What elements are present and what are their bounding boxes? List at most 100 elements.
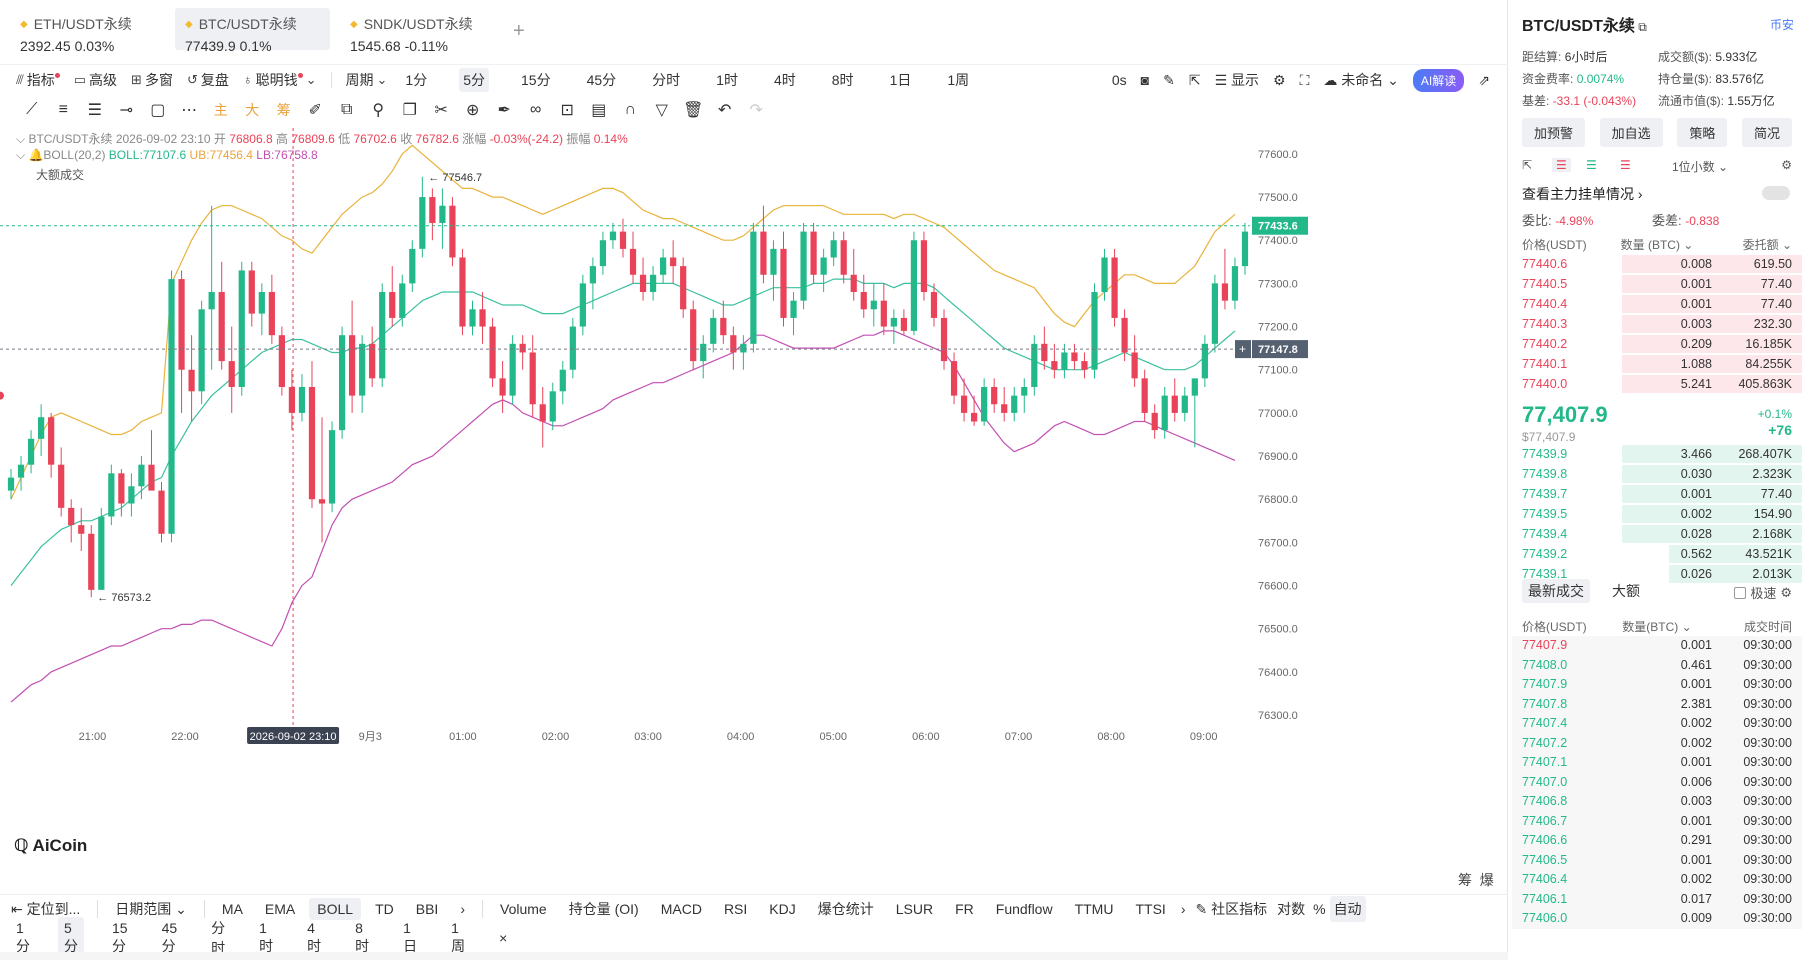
ask-row[interactable]: 77440.4 0.001 77.40 bbox=[1512, 294, 1802, 314]
main-orders-link[interactable]: 查看主力挂单情况 › bbox=[1522, 186, 1643, 202]
redo-icon[interactable]: ↷ bbox=[749, 102, 763, 119]
horizontal-line-icon[interactable]: ⊸ bbox=[119, 102, 133, 119]
book-asks-icon[interactable]: ☰ bbox=[1620, 158, 1631, 172]
sub-indicator-kdj[interactable]: KDJ bbox=[769, 900, 796, 917]
advanced-button[interactable]: ▭ 高级 bbox=[74, 70, 117, 90]
interval-8h[interactable]: 8时 bbox=[831, 71, 854, 88]
community-indicators-button[interactable]: ✎ 社区指标 bbox=[1189, 899, 1273, 919]
magnet-snap-icon[interactable]: ∩ bbox=[624, 101, 637, 118]
bar-interval-1m[interactable]: 1分 bbox=[16, 920, 30, 954]
tab-large-trades[interactable]: 大额 bbox=[1612, 583, 1640, 599]
percent-scale-toggle[interactable]: % bbox=[1313, 900, 1326, 917]
ask-row[interactable]: 77440.0 5.241 405.863K bbox=[1512, 374, 1802, 394]
filter-icon[interactable]: ▽ bbox=[655, 102, 668, 119]
sub-indicator-oi[interactable]: 持仓量 (OI) bbox=[568, 900, 639, 917]
locate-button[interactable]: ⇤ 定位到... bbox=[0, 899, 91, 919]
exchange-link[interactable]: 币安 bbox=[1769, 18, 1794, 32]
add-alert-button[interactable]: 加预警 bbox=[1522, 118, 1586, 147]
share-icon[interactable]: ⇗ bbox=[1478, 71, 1490, 88]
settings-icon[interactable]: ⚙ bbox=[1781, 158, 1792, 172]
bar-interval-45m[interactable]: 45分 bbox=[161, 920, 178, 954]
path-icon[interactable]: ⋯ bbox=[181, 102, 198, 119]
book-header-qty[interactable]: 数量 (BTC) ⌄ bbox=[1620, 238, 1694, 252]
export-icon[interactable]: ⇱ bbox=[1188, 71, 1201, 88]
bar-interval-1w[interactable]: 1周 bbox=[451, 920, 466, 954]
trash-icon[interactable]: 🗑 bbox=[683, 102, 704, 119]
collapse-icon[interactable]: ⌵ bbox=[16, 148, 26, 162]
replay-button[interactable]: ↺ 复盘 bbox=[187, 70, 229, 90]
interval-1h[interactable]: 1时 bbox=[716, 71, 738, 88]
decimals-dropdown[interactable]: 1位小数 ⌄ bbox=[1672, 160, 1729, 174]
ask-row[interactable]: 77440.1 1.088 84.255K bbox=[1512, 354, 1802, 374]
bid-row[interactable]: 77439.1 0.026 2.013K bbox=[1512, 564, 1802, 584]
interval-15m[interactable]: 15分 bbox=[521, 71, 551, 88]
bid-row[interactable]: 77439.8 0.030 2.323K bbox=[1512, 464, 1802, 484]
copy-icon[interactable]: ❐ bbox=[402, 102, 417, 119]
bid-row[interactable]: 77439.2 0.562 43.521K bbox=[1512, 544, 1802, 564]
trades-header-qty[interactable]: 数量(BTC) ⌄ bbox=[1622, 620, 1692, 634]
bar-interval-1d[interactable]: 1日 bbox=[403, 920, 418, 954]
undo-icon[interactable]: ↶ bbox=[718, 102, 732, 119]
auto-scale-toggle[interactable]: 自动 bbox=[1329, 895, 1366, 922]
add-favorite-button[interactable]: 加自选 bbox=[1599, 118, 1663, 147]
settings-icon[interactable]: ⚙ bbox=[1273, 71, 1286, 88]
big-order-tool[interactable]: 大 bbox=[245, 102, 260, 118]
sub-indicator-rsi[interactable]: RSI bbox=[723, 900, 748, 917]
more-main-indicators-icon[interactable]: › bbox=[460, 900, 465, 917]
ticker-tab-btc[interactable]: ◆ BTC/USDT永续 77439.9 0.1% bbox=[175, 8, 330, 54]
trend-line-icon[interactable]: ⟋ bbox=[26, 101, 38, 118]
indicators-button[interactable]: ⫻ 指标 bbox=[16, 70, 60, 90]
collapse-icon[interactable]: ⌵ bbox=[16, 132, 26, 146]
bid-row[interactable]: 77439.5 0.002 154.90 bbox=[1512, 504, 1802, 524]
zoom-icon[interactable]: ⊕ bbox=[466, 102, 480, 119]
channel-icon[interactable]: ☰ bbox=[87, 102, 102, 119]
sub-indicator-fr[interactable]: FR bbox=[955, 900, 974, 917]
copy-icon[interactable]: ⧉ bbox=[1638, 20, 1647, 34]
main-force-tool[interactable]: 主 bbox=[213, 102, 228, 118]
fast-mode-checkbox[interactable]: 极速 ⚙ bbox=[1734, 583, 1792, 602]
bid-row[interactable]: 77439.4 0.028 2.168K bbox=[1512, 524, 1802, 544]
display-button[interactable]: ☰ 显示 bbox=[1214, 72, 1260, 88]
camera-icon[interactable]: ◙ bbox=[1140, 72, 1150, 88]
settings-icon[interactable]: ⚙ bbox=[1780, 584, 1792, 600]
book-both-icon[interactable]: ☰ bbox=[1552, 158, 1571, 172]
interval-45m[interactable]: 45分 bbox=[586, 71, 617, 88]
candlestick-chart[interactable]: 76300.0 76400.0 76500.0 76600.0 76700.0 76800… bbox=[0, 128, 1508, 868]
bid-row[interactable]: 77439.7 0.001 77.40 bbox=[1512, 484, 1802, 504]
main-indicator-bbi[interactable]: BBI bbox=[415, 900, 439, 917]
sub-indicator-lsur[interactable]: LSUR bbox=[895, 900, 934, 917]
more-sub-indicators-icon[interactable]: › bbox=[1180, 900, 1186, 917]
interval-timeshare[interactable]: 分时 bbox=[652, 71, 681, 88]
main-indicator-td[interactable]: TD bbox=[375, 900, 394, 917]
sub-indicator-fundflow[interactable]: Fundflow bbox=[995, 900, 1053, 917]
ask-row[interactable]: 77440.3 0.003 232.30 bbox=[1512, 314, 1802, 334]
sub-indicator-liquidation[interactable]: 爆仓统计 bbox=[817, 900, 874, 917]
bar-interval-4h[interactable]: 4时 bbox=[307, 920, 322, 954]
ticker-tab-sndk[interactable]: ◆ SNDK/USDT永续 1545.68 -0.11% bbox=[340, 8, 495, 54]
chip-tool[interactable]: 筹 bbox=[276, 102, 291, 118]
smart-money-button[interactable]: ♁ 聪明钱 ⌄ bbox=[243, 70, 317, 90]
liquidation-corner-button[interactable]: 爆 bbox=[1479, 872, 1494, 888]
bell-icon[interactable]: 🔔 bbox=[28, 148, 44, 162]
link-icon[interactable]: ∞ bbox=[530, 101, 542, 118]
ruler-icon[interactable]: ✂ bbox=[434, 102, 448, 119]
fullscreen-icon[interactable]: ⛶ bbox=[1299, 71, 1310, 88]
ask-row[interactable]: 77440.5 0.001 77.40 bbox=[1512, 274, 1802, 294]
ask-row[interactable]: 77440.2 0.209 16.185K bbox=[1512, 334, 1802, 354]
main-indicator-ma[interactable]: MA bbox=[221, 900, 243, 917]
ticker-tab-eth[interactable]: ◆ ETH/USDT永续 2392.45 0.03% bbox=[10, 8, 165, 54]
lock-icon[interactable]: ⊡ bbox=[560, 102, 574, 119]
date-range-dropdown[interactable]: 日期范围 ⌄ bbox=[115, 900, 187, 917]
book-bids-icon[interactable]: ☰ bbox=[1586, 158, 1597, 172]
bar-interval-15m[interactable]: 15分 bbox=[112, 920, 128, 954]
bar-interval-1h[interactable]: 1时 bbox=[259, 920, 274, 954]
sub-indicator-ttmu[interactable]: TTMU bbox=[1074, 900, 1114, 917]
ask-row[interactable]: 77440.6 0.008 619.50 bbox=[1512, 254, 1802, 274]
magnet-icon[interactable]: ⚲ bbox=[372, 102, 385, 119]
edit-icon[interactable]: ▤ bbox=[591, 102, 607, 119]
bid-row[interactable]: 77439.9 3.466 268.407K bbox=[1512, 444, 1802, 464]
close-interval-bar-icon[interactable]: × bbox=[499, 930, 508, 946]
period-dropdown[interactable]: 周期 ⌄ bbox=[346, 70, 388, 90]
sub-indicator-volume[interactable]: Volume bbox=[500, 900, 547, 917]
measure-icon[interactable]: ⧉ bbox=[341, 101, 353, 118]
